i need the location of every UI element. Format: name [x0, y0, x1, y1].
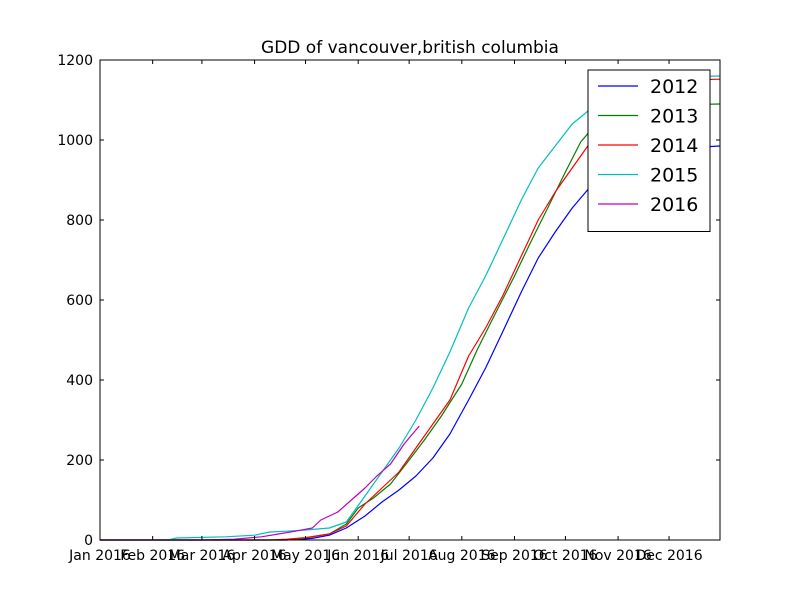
- x-tick-label: Apr 2016: [222, 548, 286, 564]
- y-tick-label: 1200: [57, 53, 93, 69]
- legend-label-2015: 2015: [650, 165, 698, 187]
- x-tick-label: Oct 2016: [533, 548, 597, 564]
- x-tick-label: Aug 2016: [428, 548, 496, 564]
- y-tick-label: 400: [66, 373, 93, 389]
- y-tick-label: 600: [66, 293, 93, 309]
- legend-label-2016: 2016: [650, 194, 698, 216]
- x-tick-label: Dec 2016: [635, 548, 702, 564]
- legend-label-2013: 2013: [650, 106, 698, 128]
- chart-title: GDD of vancouver,british columbia: [261, 38, 559, 58]
- y-tick-label: 1000: [57, 133, 93, 149]
- y-tick-label: 200: [66, 453, 93, 469]
- legend-label-2012: 2012: [650, 76, 698, 98]
- x-tick-label: May 2016: [271, 548, 340, 564]
- y-tick-label: 800: [66, 213, 93, 229]
- plot-frame: [99, 59, 721, 541]
- x-tick-label: Nov 2016: [584, 548, 651, 564]
- y-axis: 0 200 400 600 800 1000 1200: [57, 53, 720, 549]
- x-tick-label: Feb 2016: [120, 548, 185, 564]
- x-tick-label: Jun 2016: [326, 548, 389, 564]
- x-tick-label: Jan 2016: [68, 548, 131, 564]
- y-tick-label: 0: [84, 533, 93, 549]
- x-tick-label: Sep 2016: [481, 548, 548, 564]
- legend-label-2014: 2014: [650, 135, 698, 157]
- series-line-2016: [100, 425, 420, 541]
- x-tick-label: Jul 2016: [380, 548, 438, 564]
- x-tick-label: Mar 2016: [169, 548, 236, 564]
- legend: 2012 2013 2014 2015 2016: [587, 69, 711, 232]
